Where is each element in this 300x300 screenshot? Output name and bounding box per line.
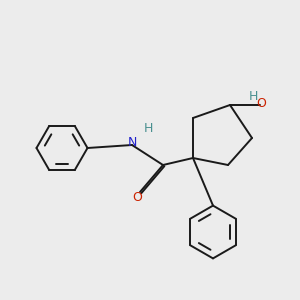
Text: O: O [132,191,142,204]
Text: O: O [256,97,266,110]
Text: H: H [143,122,153,134]
Text: H: H [249,90,258,103]
Text: N: N [128,136,138,149]
